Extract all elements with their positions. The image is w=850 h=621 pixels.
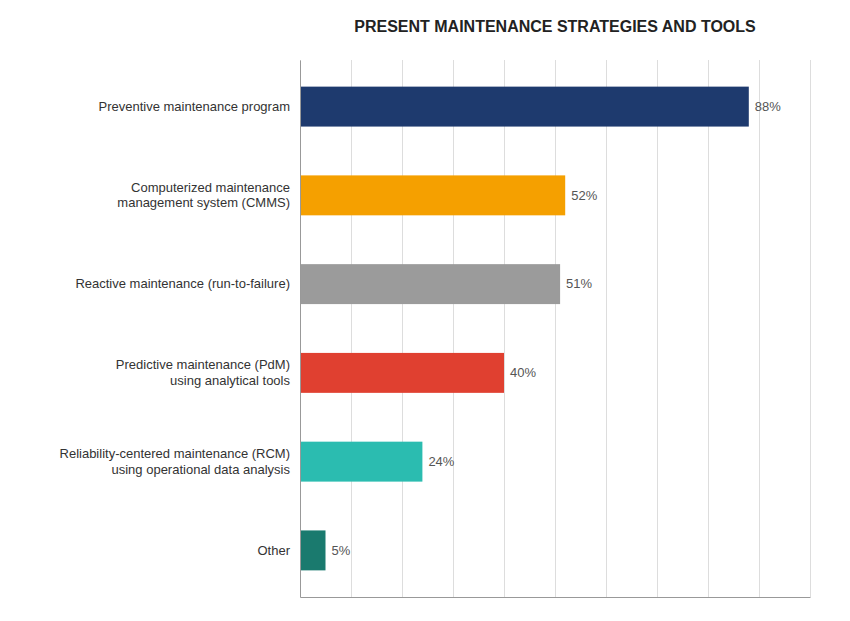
plot-root: Preventive maintenance program Computeriz…	[60, 60, 811, 598]
grid-line	[606, 60, 607, 597]
y-tick-label-line: Predictive maintenance (PdM)	[116, 357, 290, 372]
grid-line	[402, 60, 403, 597]
grid-line	[300, 60, 301, 597]
y-tick-label-line: Preventive maintenance program	[99, 99, 291, 114]
title: PRESENT MAINTENANCE STRATEGIES AND TOOLS	[354, 18, 756, 35]
data-label: 88%	[755, 99, 781, 114]
y-tick-label: Other	[257, 543, 290, 558]
y-tick-label-line: Other	[257, 543, 290, 558]
bar	[300, 442, 422, 482]
x-tick	[351, 60, 352, 597]
y-axis-line	[300, 61, 301, 598]
x-tick	[708, 60, 709, 597]
y-tick-label: Reactive maintenance (run-to-failure)	[75, 276, 290, 291]
bar	[300, 530, 326, 570]
y-tick-label-line: management system (CMMS)	[117, 195, 290, 210]
x-tick	[657, 60, 658, 597]
data-label: 24%	[428, 454, 454, 469]
x-tick	[555, 60, 556, 597]
chart-svg: Preventive maintenance program Computeriz…	[0, 0, 850, 621]
y-tick-label-line: Reliability-centered maintenance (RCM)	[60, 446, 290, 461]
grid-line	[351, 60, 352, 597]
data-label: 5%	[332, 543, 351, 558]
x-tick	[453, 60, 454, 597]
bar	[300, 175, 565, 215]
y-tick-label: Reliability-centered maintenance (RCM)us…	[60, 446, 291, 477]
bar	[300, 87, 749, 127]
chart-container: Preventive maintenance program Computeriz…	[0, 0, 850, 621]
grid-line	[453, 60, 454, 597]
y-tick-label-line: Reactive maintenance (run-to-failure)	[75, 276, 290, 291]
y-tick-label-line: Computerized maintenance	[131, 180, 290, 195]
bar	[300, 353, 504, 393]
y-tick-label: Preventive maintenance program	[99, 99, 291, 114]
y-axis: Preventive maintenance program Computeriz…	[60, 61, 301, 598]
grid-line	[759, 60, 760, 597]
y-tick-label: Predictive maintenance (PdM)using analyt…	[116, 357, 291, 388]
bar	[300, 264, 560, 304]
x-tick	[504, 60, 505, 597]
x-tick	[759, 60, 760, 597]
data-label: 51%	[566, 276, 592, 291]
data-label: 52%	[571, 188, 597, 203]
data-label: 40%	[510, 365, 536, 380]
y-tick: Preventive maintenance program	[99, 99, 301, 114]
grid-line	[708, 60, 709, 597]
grid-line	[555, 60, 556, 597]
y-tick: Other	[257, 543, 300, 558]
bars	[300, 87, 749, 571]
grid-line	[810, 60, 811, 597]
y-tick: Predictive maintenance (PdM)using analyt…	[116, 357, 300, 388]
x-axis	[301, 60, 811, 598]
y-tick-label-line: using analytical tools	[170, 373, 290, 388]
x-tick	[606, 60, 607, 597]
y-tick-label-line: using operational data analysis	[111, 462, 290, 477]
y-tick: Reactive maintenance (run-to-failure)	[75, 276, 300, 291]
grid-line	[657, 60, 658, 597]
y-tick: Reliability-centered maintenance (RCM)us…	[60, 446, 300, 477]
x-axis-line	[301, 597, 811, 598]
x-tick	[402, 60, 403, 597]
y-tick-label: Computerized maintenancemanagement syste…	[117, 180, 290, 211]
data-labels: 88% 52% 51% 40% 24% 5%	[332, 99, 782, 558]
y-tick: Computerized maintenancemanagement syste…	[117, 180, 300, 211]
grid-line	[504, 60, 505, 597]
x-tick	[300, 60, 301, 597]
x-tick	[810, 60, 811, 597]
